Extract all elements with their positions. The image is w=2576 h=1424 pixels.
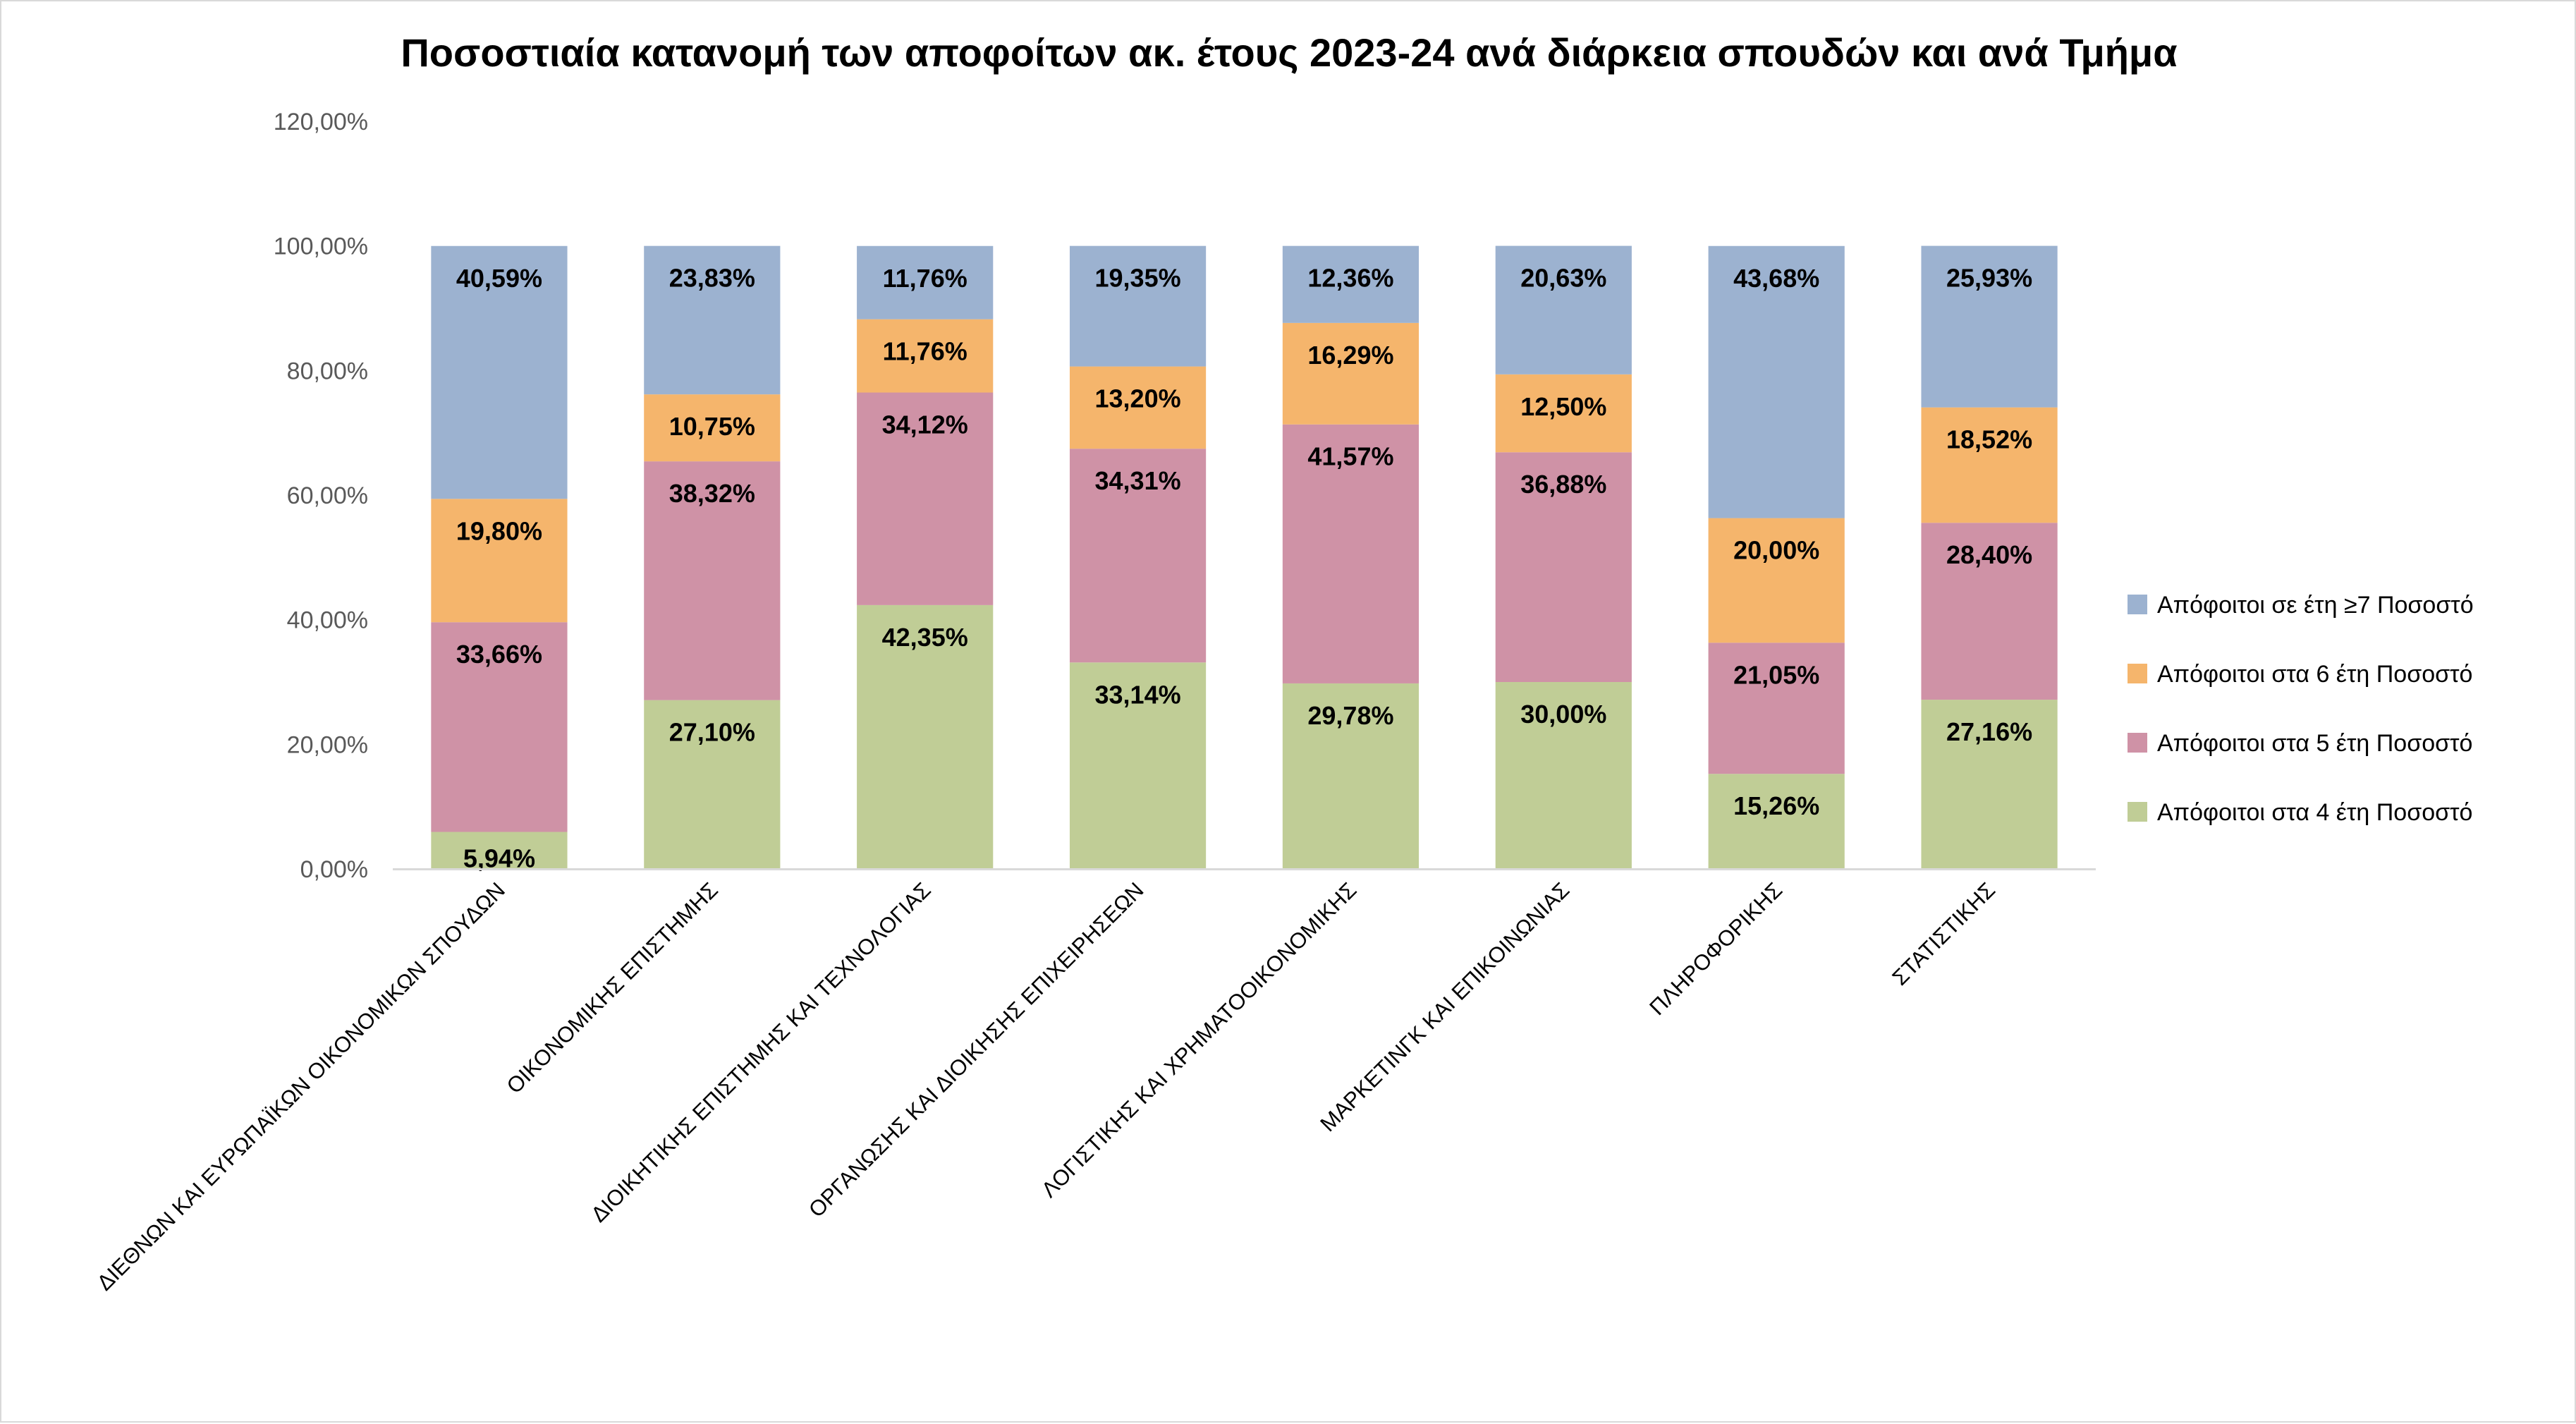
- data-label: 25,93%: [1946, 264, 2032, 293]
- bar-segment: [1495, 374, 1632, 453]
- bar-segment: [1708, 643, 1845, 774]
- y-tick-label: 20,00%: [287, 731, 368, 758]
- bar-segment: [644, 394, 781, 462]
- legend: Απόφοιτοι σε έτη ≥7 Ποσοστό Απόφοιτοι στα…: [2128, 592, 2474, 826]
- x-tick-label: ΜΑΡΚΕΤΙΝΓΚ ΚΑΙ ΕΠΙΚΟΙΝΩΝΙΑΣ: [1315, 877, 1574, 1136]
- x-tick-label: ΟΡΓΑΝΩΣΗΣ ΚΑΙ ΔΙΟΙΚΗΣΗΣ ΕΠΙΧΕΙΡΗΣΕΩΝ: [804, 877, 1149, 1222]
- bar-segment: [1921, 245, 2058, 408]
- bar-segment: [1495, 245, 1632, 375]
- bar-segment: [1282, 424, 1420, 683]
- bar-segment: [1069, 366, 1207, 449]
- legend-label: Απόφοιτοι στα 4 έτη Ποσοστό: [2157, 799, 2472, 826]
- y-axis: 0,00% 20,00% 40,00% 60,00% 80,00% 100,00% 120,…: [274, 109, 368, 883]
- bar-segment: [431, 499, 568, 623]
- x-tick-label: ΔΙΟΙΚΗΤΙΚΗΣ ΕΠΙΣΤΗΜΗΣ ΚΑΙ ΤΕΧΝΟΛΟΓΙΑΣ: [586, 877, 935, 1227]
- y-tick-label: 0,00%: [300, 856, 368, 883]
- chart-title: Ποσοστιαία κατανομή των αποφοίτων ακ. έτ…: [401, 30, 2177, 75]
- bar-segment: [1708, 774, 1845, 869]
- bar-segment: [644, 461, 781, 700]
- data-label: 33,66%: [456, 640, 542, 669]
- data-label: 21,05%: [1733, 660, 1819, 689]
- data-label: 19,35%: [1095, 264, 1181, 293]
- bar-segment: [857, 319, 994, 393]
- data-label: 33,14%: [1095, 680, 1181, 709]
- bar-segment: [857, 604, 994, 869]
- x-tick-label: ΣΤΑΤΙΣΤΙΚΗΣ: [1887, 877, 2000, 990]
- bar-segment: [1708, 245, 1845, 518]
- x-axis: ΔΙΕΘΝΩΝ ΚΑΙ ΕΥΡΩΠΑΪΚΩΝ ΟΙΚΟΝΟΜΙΚΩΝ ΣΠΟΥΔ…: [92, 868, 2096, 1296]
- y-tick-label: 80,00%: [287, 358, 368, 384]
- data-label: 12,36%: [1307, 264, 1393, 293]
- bar-segment: [644, 700, 781, 869]
- data-label: 29,78%: [1307, 701, 1393, 730]
- data-label: 27,16%: [1946, 717, 2032, 746]
- data-label: 5,94%: [463, 844, 535, 873]
- bar-segment: [857, 392, 994, 605]
- bars: 5,94% 33,66% 19,80% 40,59% 27,10% 38,32% 10,75…: [431, 245, 2058, 873]
- data-label: 15,26%: [1733, 791, 1819, 820]
- data-label: 34,12%: [882, 410, 968, 439]
- bar-segment: [431, 832, 568, 869]
- legend-swatch: [2128, 802, 2147, 822]
- data-label: 18,52%: [1946, 425, 2032, 454]
- bar-segment: [1282, 322, 1420, 425]
- bar-segment: [1282, 683, 1420, 869]
- x-tick-label: ΠΛΗΡΟΦΟΡΙΚΗΣ: [1644, 877, 1787, 1020]
- bar-segment: [431, 622, 568, 832]
- data-label: 28,40%: [1946, 540, 2032, 569]
- bar-segment: [1921, 407, 2058, 523]
- data-label: 38,32%: [669, 479, 755, 508]
- data-label: 19,80%: [456, 516, 542, 545]
- legend-label: Απόφοιτοι στα 5 έτη Ποσοστό: [2157, 730, 2472, 757]
- data-label: 42,35%: [882, 623, 968, 652]
- data-label: 41,57%: [1307, 442, 1393, 471]
- legend-swatch: [2128, 595, 2147, 614]
- data-label: 43,68%: [1733, 264, 1819, 293]
- data-label: 30,00%: [1520, 700, 1606, 729]
- bar-segment: [644, 245, 781, 395]
- legend-swatch: [2128, 664, 2147, 683]
- data-label: 23,83%: [669, 264, 755, 293]
- y-tick-label: 40,00%: [287, 607, 368, 634]
- data-label: 20,00%: [1733, 536, 1819, 565]
- y-tick-label: 100,00%: [274, 233, 368, 260]
- y-tick-label: 120,00%: [274, 109, 368, 135]
- bar-segment: [1495, 682, 1632, 869]
- data-label: 40,59%: [456, 264, 542, 293]
- data-label: 16,29%: [1307, 341, 1393, 370]
- data-label: 11,76%: [883, 337, 967, 366]
- data-label: 20,63%: [1520, 264, 1606, 293]
- bar-segment: [1921, 523, 2058, 700]
- data-label: 12,50%: [1520, 392, 1606, 421]
- bar-segment: [857, 245, 994, 320]
- data-label: 11,76%: [883, 264, 967, 293]
- bar-segment: [1282, 245, 1420, 323]
- bar-segment: [1708, 518, 1845, 643]
- legend-swatch: [2128, 733, 2147, 753]
- bar-segment: [1069, 449, 1207, 663]
- bar-segment: [1921, 700, 2058, 869]
- bar-segment: [1069, 245, 1207, 367]
- bar-segment: [431, 245, 568, 499]
- bar-segment: [1495, 452, 1632, 682]
- x-tick-label: ΟΙΚΟΝΟΜΙΚΗΣ ΕΠΙΣΤΗΜΗΣ: [502, 877, 723, 1098]
- bar-segment: [1069, 662, 1207, 869]
- y-tick-label: 60,00%: [287, 482, 368, 509]
- data-label: 10,75%: [669, 412, 755, 441]
- data-label: 13,20%: [1095, 384, 1181, 413]
- data-label: 34,31%: [1095, 466, 1181, 495]
- x-tick-label: ΔΙΕΘΝΩΝ ΚΑΙ ΕΥΡΩΠΑΪΚΩΝ ΟΙΚΟΝΟΜΙΚΩΝ ΣΠΟΥΔ…: [92, 877, 510, 1295]
- data-label: 27,10%: [669, 718, 755, 747]
- legend-label: Απόφοιτοι σε έτη ≥7 Ποσοστό: [2157, 592, 2474, 619]
- legend-label: Απόφοιτοι στα 6 έτη Ποσοστό: [2157, 661, 2472, 688]
- data-label: 36,88%: [1520, 470, 1606, 499]
